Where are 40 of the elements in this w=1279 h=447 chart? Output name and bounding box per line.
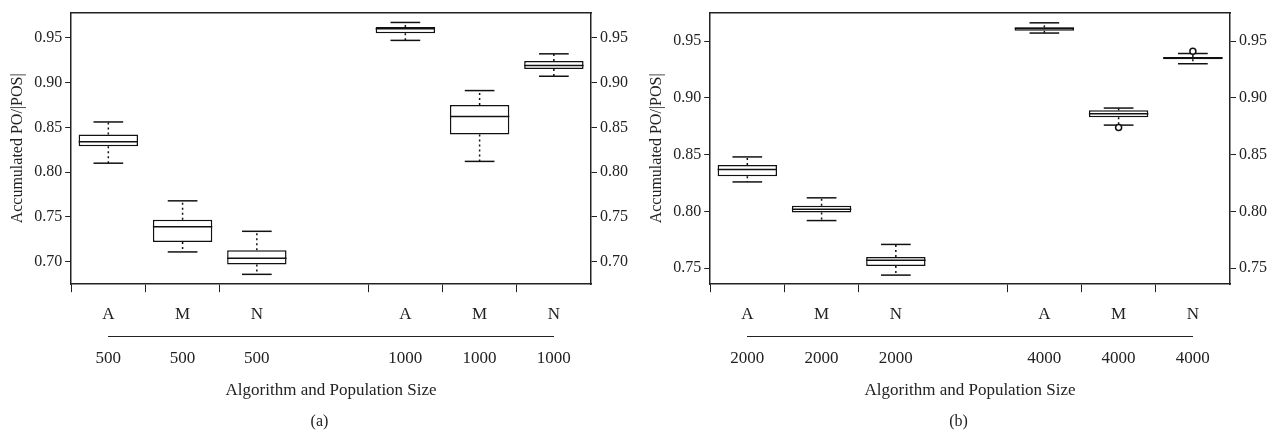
text: (b) bbox=[948, 412, 969, 430]
y2-tick-label: 0.95 bbox=[600, 27, 628, 45]
y-tick-label: 0.75 bbox=[673, 258, 702, 276]
category-label: N 4000 bbox=[1175, 303, 1210, 367]
y2-tick-label: 0.80 bbox=[1239, 201, 1267, 219]
y2-tick-label: 0.80 bbox=[600, 162, 628, 180]
y-tick-label: 0.95 bbox=[34, 27, 63, 45]
category-label: M 500 bbox=[169, 303, 196, 367]
y-tick-label: 0.95 bbox=[673, 31, 702, 49]
text: (a) bbox=[309, 412, 330, 430]
x-axis-title: Algorithm and Population Size bbox=[864, 380, 1076, 400]
category-label: M 1000 bbox=[462, 303, 497, 367]
y2-tick-label: 0.75 bbox=[600, 207, 628, 225]
y2-tick-label: 0.90 bbox=[600, 72, 628, 90]
y-axis-title: Accumulated PO/|POS| bbox=[646, 73, 665, 224]
y2-tick-label: 0.85 bbox=[600, 117, 628, 135]
y2-tick-label: 0.70 bbox=[600, 251, 628, 269]
category-label: N 500 bbox=[244, 303, 270, 367]
y-tick-label: 0.80 bbox=[34, 162, 63, 180]
category-label: A 4000 bbox=[1027, 303, 1062, 367]
y-axis-title: Accumulated PO/|POS| bbox=[7, 73, 26, 224]
y-tick-label: 0.90 bbox=[34, 72, 63, 90]
category-label: N 1000 bbox=[536, 303, 571, 367]
y2-tick-label: 0.75 bbox=[1239, 258, 1267, 276]
y-tick-label: 0.75 bbox=[34, 207, 63, 225]
x-axis-title: Algorithm and Population Size bbox=[225, 380, 437, 400]
category-label: N 2000 bbox=[878, 303, 913, 367]
category-label: M 4000 bbox=[1101, 303, 1136, 367]
y2-tick-label: 0.85 bbox=[1239, 144, 1267, 162]
y2-tick-label: 0.90 bbox=[1239, 88, 1267, 106]
category-label: A 500 bbox=[95, 303, 122, 367]
y-tick-label: 0.90 bbox=[673, 88, 702, 106]
category-label: M 2000 bbox=[804, 303, 839, 367]
y-tick-label: 0.85 bbox=[673, 144, 702, 162]
y-tick-label: 0.70 bbox=[34, 251, 63, 269]
y-tick-label: 0.80 bbox=[673, 201, 702, 219]
category-label: A 2000 bbox=[730, 303, 765, 367]
category-label: A 1000 bbox=[388, 303, 423, 367]
y2-tick-label: 0.95 bbox=[1239, 31, 1267, 49]
y-tick-label: 0.85 bbox=[34, 117, 63, 135]
